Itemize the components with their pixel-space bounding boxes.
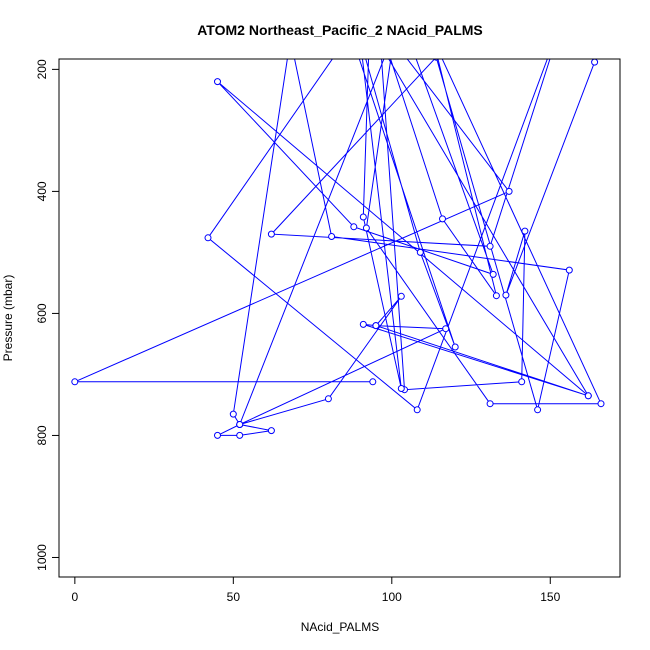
y-tick-label: 200 [35, 59, 49, 79]
data-point [397, 292, 405, 300]
data-point [229, 410, 237, 418]
y-axis-label: Pressure (mbar) [1, 275, 15, 362]
series-layer [71, 59, 605, 439]
data-point [71, 378, 79, 386]
y-tick-label: 400 [35, 181, 49, 201]
data-point [565, 266, 573, 274]
data-point [486, 400, 494, 408]
data-point [236, 421, 244, 428]
data-point [584, 392, 592, 400]
data-point [267, 427, 275, 435]
x-axis-label: NAcid_PALMS [301, 620, 379, 634]
data-point [214, 78, 221, 86]
data-point [518, 378, 526, 386]
data-point [350, 223, 358, 231]
data-point [451, 343, 459, 351]
chart-title: ATOM2 Northeast_Pacific_2 NAcid_PALMS [197, 22, 483, 38]
x-tick-label: 150 [540, 590, 560, 604]
data-point [521, 227, 529, 235]
y-axis: 200 400 600 800 1000 [35, 59, 60, 571]
data-point [369, 378, 377, 386]
data-point [442, 325, 450, 333]
data-point [214, 431, 221, 439]
x-axis: 0 50 100 150 [72, 576, 561, 604]
data-point [489, 270, 497, 278]
data-point [439, 215, 446, 223]
series-line [74, 59, 602, 436]
data-point [359, 213, 367, 221]
data-point [204, 234, 212, 242]
y-tick-label: 800 [35, 425, 49, 445]
data-point [486, 242, 494, 250]
data-point [597, 400, 605, 408]
y-tick-label: 1000 [35, 544, 49, 571]
data-point [502, 291, 510, 299]
data-point [534, 406, 542, 414]
x-tick-label: 50 [227, 590, 241, 604]
data-point [397, 385, 405, 392]
data-point [416, 248, 424, 256]
x-tick-label: 0 [72, 590, 79, 604]
data-point [413, 406, 421, 414]
data-point [372, 322, 380, 330]
data-point [328, 233, 336, 240]
data-point [236, 431, 244, 439]
data-point [324, 395, 332, 403]
data-point [591, 59, 599, 66]
data-point [362, 224, 370, 232]
data-point [492, 292, 500, 300]
data-point [505, 187, 513, 195]
data-point [267, 230, 275, 238]
x-tick-label: 100 [382, 590, 402, 604]
data-point [359, 320, 367, 328]
y-tick-label: 600 [35, 303, 49, 323]
